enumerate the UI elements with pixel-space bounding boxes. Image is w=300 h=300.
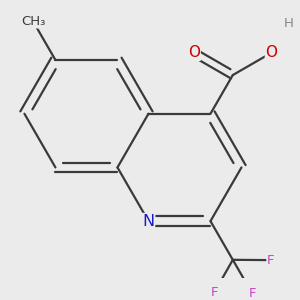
Text: O: O [188,45,200,60]
Text: F: F [210,286,218,299]
Text: N: N [142,214,154,229]
Text: CH₃: CH₃ [21,15,45,28]
Text: H: H [284,17,293,30]
Text: F: F [267,254,274,267]
Text: O: O [266,45,278,60]
Text: F: F [248,286,256,300]
